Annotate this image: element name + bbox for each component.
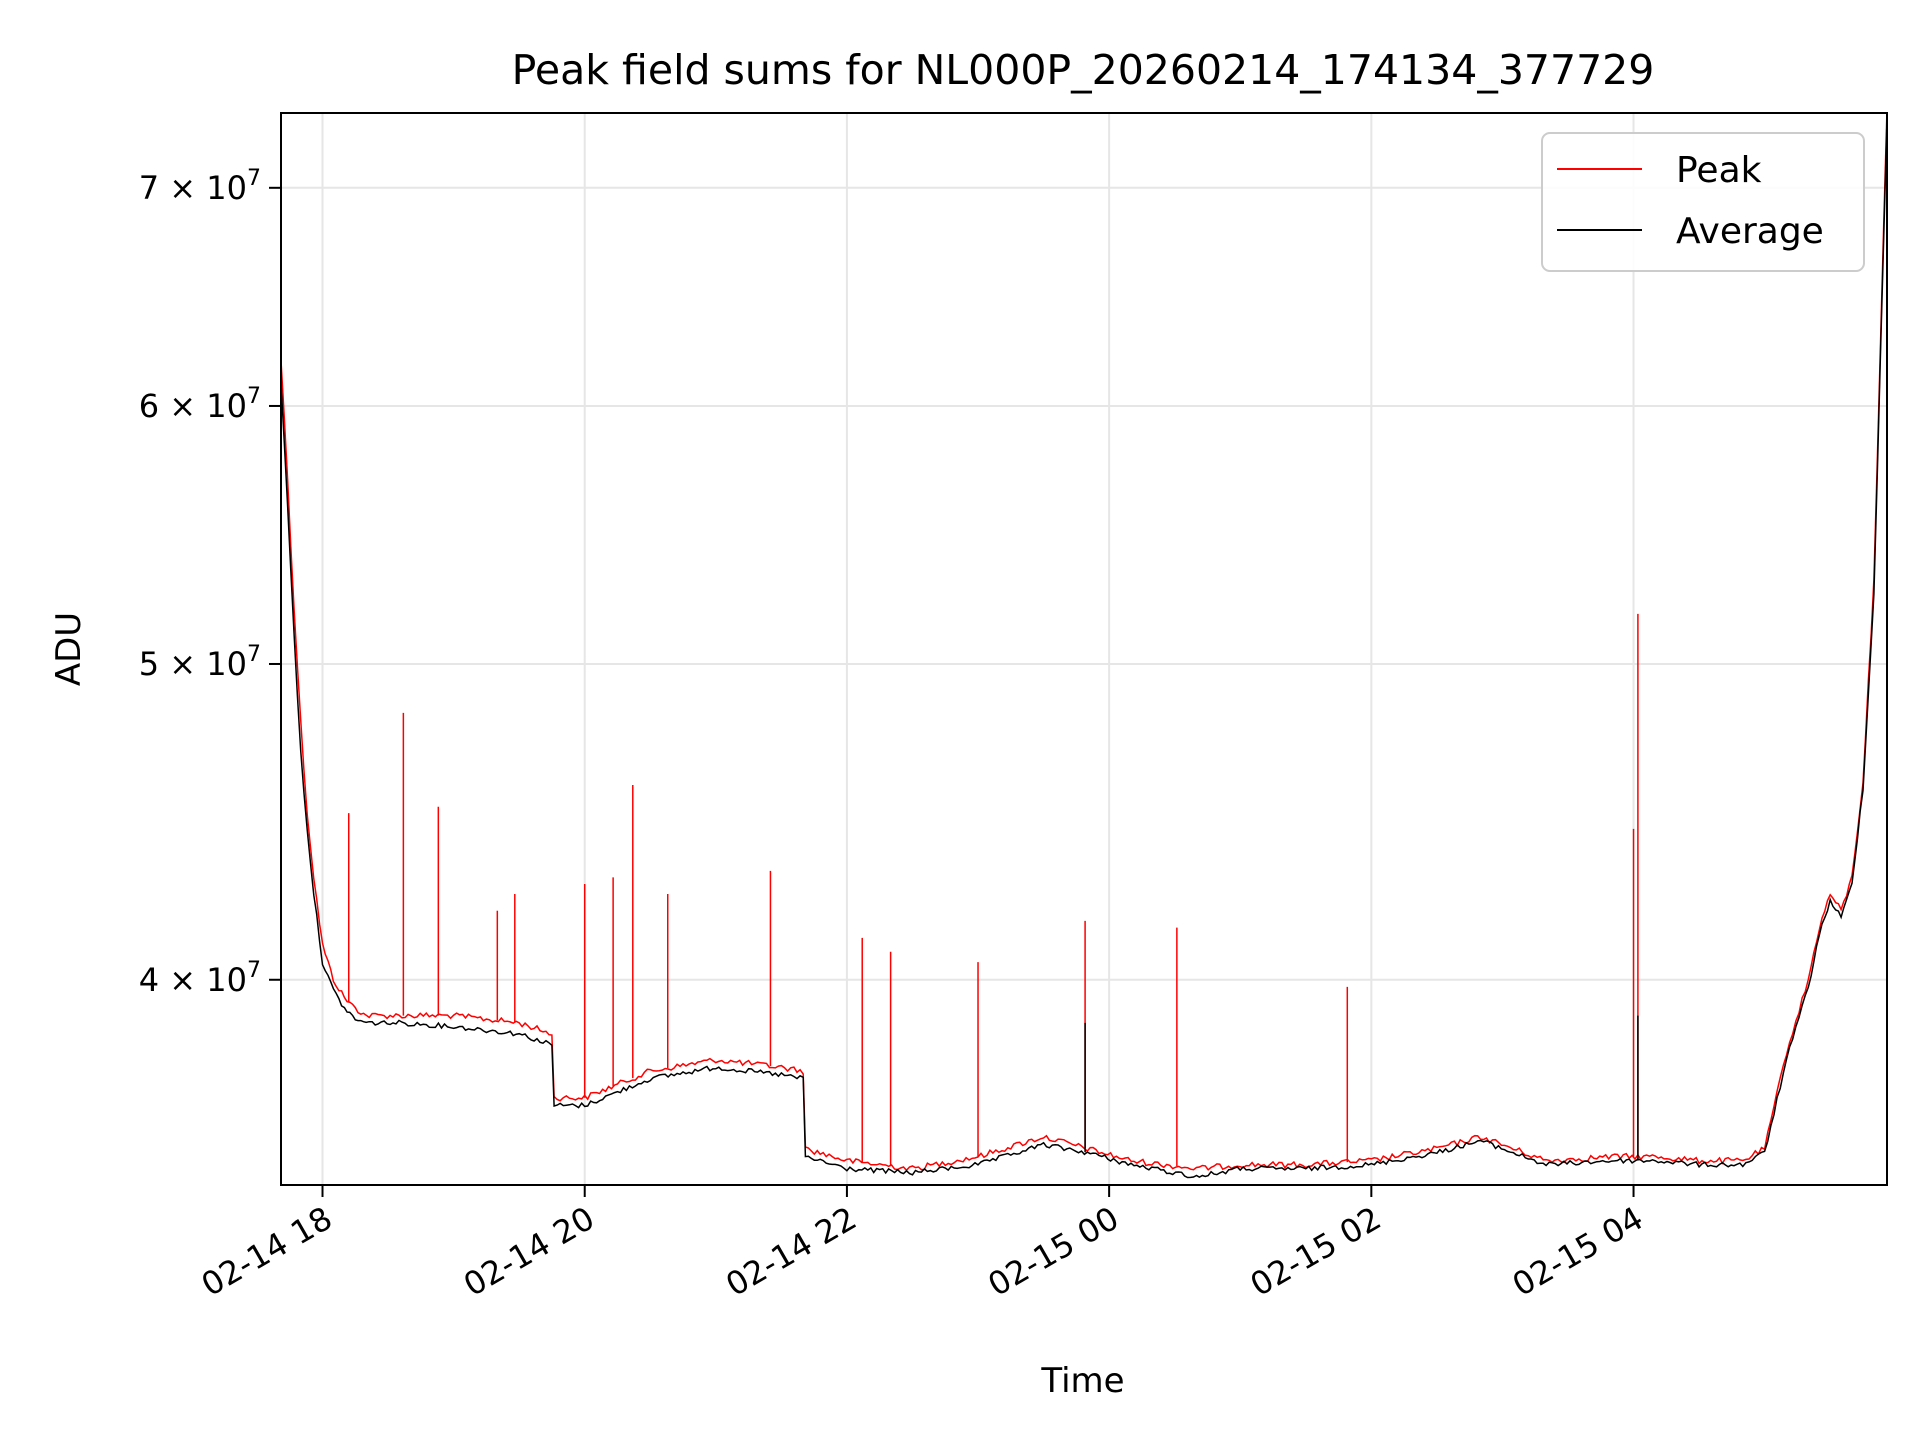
x-axis-label: Time bbox=[1040, 1361, 1124, 1401]
y-tick-label: 5 × 107 bbox=[139, 642, 261, 683]
legend: Peak Average bbox=[1541, 132, 1865, 272]
x-tick-label: 02-14 20 bbox=[457, 1199, 601, 1304]
x-tick-label: 02-14 18 bbox=[195, 1199, 339, 1304]
y-tick-label: 6 × 107 bbox=[139, 384, 261, 425]
y-tick-label: 7 × 107 bbox=[139, 166, 261, 207]
x-axis: 02-14 18 02-14 20 02-14 22 02-15 00 02-15 02… bbox=[195, 1185, 1650, 1304]
plot-area bbox=[281, 113, 1887, 1179]
legend-label-average: Average bbox=[1676, 211, 1824, 252]
x-tick-label: 02-15 02 bbox=[1244, 1199, 1388, 1304]
axes-frame bbox=[280, 112, 1888, 1186]
y-axis-label: ADU bbox=[49, 612, 89, 686]
series-line-peak bbox=[281, 113, 1887, 1172]
legend-label-peak: Peak bbox=[1676, 150, 1762, 191]
series-line-average bbox=[281, 118, 1887, 1179]
x-tick-label: 02-14 22 bbox=[719, 1199, 863, 1304]
chart-title: Peak field sums for NL000P_20260214_1741… bbox=[512, 46, 1655, 94]
grid-lines bbox=[281, 113, 1887, 1185]
legend-box bbox=[1541, 132, 1865, 272]
x-tick-label: 02-15 04 bbox=[1506, 1199, 1650, 1304]
y-axis: 4 × 107 5 × 107 6 × 107 7 × 107 bbox=[139, 166, 281, 999]
y-tick-label: 4 × 107 bbox=[139, 958, 261, 999]
x-tick-label: 02-15 00 bbox=[982, 1199, 1126, 1304]
